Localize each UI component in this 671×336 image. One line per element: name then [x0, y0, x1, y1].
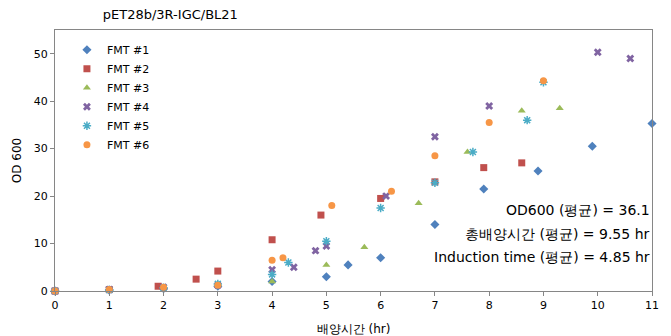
- svg-text:Induction time (평균) = 4.85 hr: Induction time (평균) = 4.85 hr: [434, 249, 650, 265]
- svg-text:배양시간 (hr): 배양시간 (hr): [317, 322, 391, 336]
- svg-text:FMT #5: FMT #5: [107, 120, 149, 133]
- svg-text:40: 40: [34, 95, 48, 108]
- svg-text:OD600 (평균) = 36.1: OD600 (평균) = 36.1: [506, 202, 650, 218]
- svg-text:FMT #1: FMT #1: [107, 44, 149, 57]
- svg-text:OD 600: OD 600: [10, 138, 24, 183]
- svg-text:20: 20: [34, 190, 48, 203]
- svg-text:FMT #3: FMT #3: [107, 82, 149, 95]
- svg-text:10: 10: [591, 299, 605, 312]
- svg-text:1: 1: [106, 299, 113, 312]
- svg-text:10: 10: [34, 237, 48, 250]
- svg-text:7: 7: [431, 299, 438, 312]
- svg-text:FMT #6: FMT #6: [107, 139, 149, 152]
- svg-text:5: 5: [323, 299, 330, 312]
- svg-text:pET28b/3R-IGC/BL21: pET28b/3R-IGC/BL21: [103, 7, 238, 22]
- svg-text:4: 4: [269, 299, 276, 312]
- svg-text:50: 50: [34, 48, 48, 61]
- svg-text:6: 6: [377, 299, 384, 312]
- svg-text:2: 2: [160, 299, 167, 312]
- svg-text:11: 11: [645, 299, 659, 312]
- svg-text:FMT #2: FMT #2: [107, 63, 149, 76]
- svg-text:3: 3: [214, 299, 221, 312]
- svg-text:8: 8: [486, 299, 493, 312]
- svg-text:9: 9: [540, 299, 547, 312]
- svg-text:0: 0: [41, 285, 48, 298]
- svg-text:총배양시간 (평균) = 9.55 hr: 총배양시간 (평균) = 9.55 hr: [465, 226, 650, 242]
- svg-text:FMT #4: FMT #4: [107, 101, 149, 114]
- svg-text:0: 0: [52, 299, 59, 312]
- svg-text:30: 30: [34, 142, 48, 155]
